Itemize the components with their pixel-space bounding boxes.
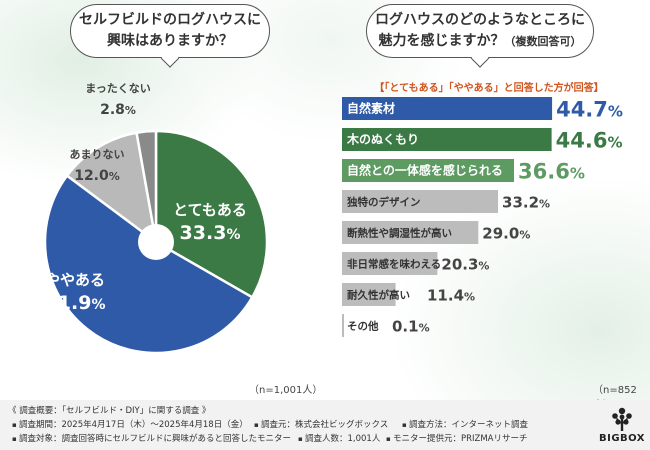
bar-label-6: 非日常感を味わえる <box>347 258 441 271</box>
left-question-line1: セルフビルドのログハウスに <box>79 12 261 28</box>
bar-7 <box>342 283 396 306</box>
survey-source: 調査元：株式会社ビッグボックス <box>254 418 388 430</box>
bar-label-8: その他 <box>347 320 379 333</box>
pie-center-hole <box>138 224 174 260</box>
survey-target: 調査対象：調査回答時にセルフビルドに興味があると回答したモニター <box>12 432 291 444</box>
pie-label-1: とてもある <box>173 201 247 219</box>
bar-label-7: 耐久性が高い <box>347 289 410 302</box>
pie-value-1: 33.3% <box>180 222 241 244</box>
survey-title: 《 調査概要：「セルフビルド・DIY」に関する調査 》 <box>8 406 211 416</box>
bar-6 <box>342 252 438 275</box>
pie-chart: とてもある 33.3% ややある 51.9% あまりない 12.0% まったくない 2.8% <box>43 82 269 355</box>
pie-slice-2 <box>43 173 254 355</box>
respondent-note: 【「とてもある」「ややある」と回答した方が回答】 <box>374 83 604 94</box>
bar-label-5: 断熱性や調湿性が高い <box>347 227 452 240</box>
pie-value-2: 51.9% <box>45 292 106 314</box>
bar-8 <box>342 314 344 337</box>
bar-4 <box>342 190 499 213</box>
bigbox-logo: BIGBOX <box>598 405 646 447</box>
pie-slice-3 <box>65 131 158 245</box>
tree-logo-icon <box>612 407 632 431</box>
right-question-suffix: （複数回答可） <box>504 35 582 48</box>
bar-label-4: 独特のデザイン <box>346 196 421 209</box>
bar-label-3: 自然との一体感を感じられる <box>347 163 503 178</box>
survey-count: 調査人数：1,001人 <box>298 432 380 444</box>
pie-label-2: ややある <box>45 271 105 289</box>
bar-value-2: 44.6% <box>556 129 623 153</box>
bar-3 <box>342 159 515 182</box>
survey-provider: モニター提供元：PRIZMAリサーチ <box>386 432 528 444</box>
bar-value-3: 36.6% <box>518 160 585 184</box>
right-question-bubble: ログハウスのどのようなところに 魅力を感じますか？（複数回答可） <box>366 4 594 58</box>
pie-label-4: まったくない <box>85 82 151 95</box>
bar-value-8: 0.1% <box>392 318 430 336</box>
pie-label-3: あまりない <box>70 148 125 161</box>
bar-chart: 自然素材 44.7% 木のぬくもり 44.6% 自然との一体感を感じられる 36.6% 独特… <box>342 97 623 337</box>
pie-value-3: 12.0% <box>74 168 120 184</box>
bar-value-4: 33.2% <box>502 194 550 212</box>
survey-method: 調査方法：インターネット調査 <box>402 418 528 430</box>
survey-footer: 《 調査概要：「セルフビルド・DIY」に関する調査 》 調査期間：2025年4月… <box>0 400 650 450</box>
bar-label-1: 自然素材 <box>347 101 395 116</box>
right-question-line2: 魅力を感じますか？（複数回答可） <box>367 31 593 52</box>
left-sample-size: （n=1,001人） <box>249 385 323 396</box>
bar-2 <box>342 128 552 151</box>
logo-text: BIGBOX <box>598 433 646 444</box>
survey-period: 調査期間：2025年4月17日（木）〜2025年4月18日（金） <box>12 418 248 430</box>
left-question-bubble: セルフビルドのログハウスに 興味はありますか？ <box>70 4 270 58</box>
right-question-line1: ログハウスのどのようなところに <box>375 12 585 28</box>
right-question-main: 魅力を感じますか？ <box>378 33 505 49</box>
bar-value-5: 29.0% <box>482 225 530 243</box>
bar-1 <box>342 97 553 120</box>
pie-value-4: 2.8% <box>100 102 136 118</box>
bar-value-1: 44.7% <box>556 98 623 122</box>
pie-slice-1 <box>154 129 269 300</box>
left-question-line2: 興味はありますか？ <box>107 33 233 49</box>
bar-5 <box>342 221 479 244</box>
pie-slice-4 <box>135 129 158 243</box>
bar-label-2: 木のぬくもり <box>346 132 419 147</box>
bar-value-6: 20.3% <box>441 256 489 274</box>
bar-value-7: 11.4% <box>427 287 475 305</box>
